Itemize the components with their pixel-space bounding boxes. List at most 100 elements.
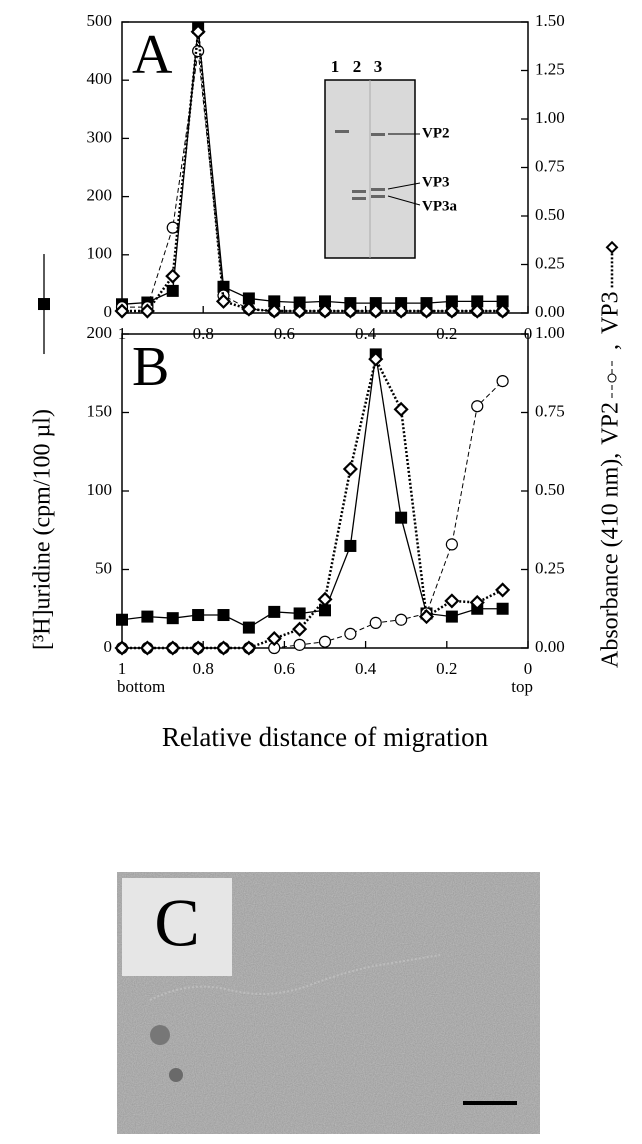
y2-tick-label: 0.75 xyxy=(535,401,565,420)
diamond-point xyxy=(292,303,308,319)
series-line xyxy=(122,31,503,313)
square-point xyxy=(116,613,128,626)
gel-band xyxy=(371,195,385,198)
square-point xyxy=(217,609,230,622)
y-tick-label: 0 xyxy=(104,637,113,656)
panel-label-box xyxy=(122,878,232,976)
series-line xyxy=(121,27,503,305)
diamond-point xyxy=(368,303,384,319)
band-label: VP2 xyxy=(422,125,450,141)
y-tick-label: 0 xyxy=(104,302,113,321)
y-axis-label: [³H]uridine (cpm/100 µl) xyxy=(30,254,56,650)
diamond-point xyxy=(317,591,333,607)
band-pointer xyxy=(387,182,421,206)
y2-tick-label: 1.00 xyxy=(535,323,565,342)
micrograph: C xyxy=(117,872,540,1134)
x-tick-label: 0.2 xyxy=(436,659,457,678)
y-tick-label: 100 xyxy=(87,244,113,263)
diamond-point xyxy=(292,621,308,637)
diamond-point xyxy=(165,640,181,656)
diamond-point xyxy=(495,303,511,319)
diamond-point xyxy=(266,631,282,647)
square-point xyxy=(141,610,154,623)
chart-panel: B 0 50 100 150 200 0.00 0.25 0.50 0.75 1.00 1 0.8 0.6… xyxy=(87,323,565,752)
y2-tick-label: 1.25 xyxy=(535,59,565,78)
circle-point xyxy=(192,44,205,58)
square-point xyxy=(319,604,331,617)
diamond-point xyxy=(241,640,257,656)
y2-axis-label: Absorbance (410 nm), VP2, VP3 xyxy=(598,240,624,668)
y2-tick-label: 1.50 xyxy=(535,11,565,30)
legend-square xyxy=(38,298,50,311)
diamond-point xyxy=(342,303,358,319)
diamond-point xyxy=(495,582,511,598)
legend-circle xyxy=(607,373,617,383)
diamond-point xyxy=(139,640,155,656)
y-tick-label: 200 xyxy=(87,186,113,205)
panel-label: C xyxy=(154,885,199,961)
gel-inset: 1 2 3 VP2 VP3 VP3a xyxy=(324,57,457,259)
x-tick-label: 1 xyxy=(118,659,127,678)
square-point xyxy=(293,607,306,620)
diamond-point xyxy=(444,593,460,609)
y-tick-label: 300 xyxy=(87,127,113,146)
y2-axis-label-text: Absorbance (410 nm), xyxy=(598,453,624,668)
series-line xyxy=(122,380,503,649)
square-point xyxy=(496,295,509,308)
x-tick-label: 0 xyxy=(524,659,533,678)
series-line xyxy=(122,51,503,312)
diamond-point xyxy=(469,303,485,319)
legend-separator: , xyxy=(598,344,624,350)
x-tick-label: 0.8 xyxy=(193,659,214,678)
gel-band xyxy=(371,133,385,136)
square-point xyxy=(445,295,458,308)
lane-label: 3 xyxy=(374,57,383,76)
particle xyxy=(150,1025,170,1045)
square-point xyxy=(166,284,179,297)
gel-band xyxy=(371,188,385,191)
lane-label: 1 xyxy=(331,57,340,76)
square-point xyxy=(395,511,408,524)
chart-panel: A 0 100 200 300 400 500 0.00 0.25 0.50 0.75 1.00 1.2… xyxy=(87,11,565,343)
y2-tick-label: 0.00 xyxy=(535,637,565,656)
diamond-point xyxy=(393,303,409,319)
panel-label: A xyxy=(132,24,173,86)
x-note: top xyxy=(511,677,533,696)
circle-point xyxy=(471,400,484,413)
y2-tick-label: 0.25 xyxy=(535,558,565,577)
square-point xyxy=(268,605,281,618)
lane-label: 2 xyxy=(353,57,362,76)
legend-label: VP3 xyxy=(598,291,624,334)
square-point xyxy=(242,621,255,634)
y-tick-label: 150 xyxy=(87,401,113,420)
diamond-point xyxy=(139,303,155,319)
y2-tick-label: 0.50 xyxy=(535,205,565,224)
diamond-point xyxy=(368,351,384,367)
y2-tick-label: 0.00 xyxy=(535,302,565,321)
circle-point xyxy=(293,638,306,651)
y2-tick-label: 0.75 xyxy=(535,156,565,175)
diamond-point xyxy=(241,301,257,317)
diamond-point xyxy=(266,303,282,319)
diamond-point xyxy=(418,303,435,319)
y2-tick-label: 0.50 xyxy=(535,480,565,499)
circle-point xyxy=(445,538,458,551)
square-point xyxy=(166,612,179,625)
diamond-point xyxy=(114,640,130,656)
x-tick-label: 0.4 xyxy=(355,659,377,678)
series-line xyxy=(122,355,504,650)
square-point xyxy=(217,280,230,293)
diamond-point xyxy=(444,303,460,319)
diamond-point xyxy=(215,293,232,309)
diamond-point xyxy=(190,640,206,656)
diamond-point xyxy=(418,609,435,625)
square-point xyxy=(445,610,458,623)
y-tick-label: 50 xyxy=(95,558,112,577)
square-point xyxy=(496,602,509,615)
square-point xyxy=(344,539,357,552)
legend-label: VP2 xyxy=(598,402,624,445)
circle-point xyxy=(318,635,332,648)
square-point xyxy=(319,295,331,308)
square-point xyxy=(192,609,205,622)
